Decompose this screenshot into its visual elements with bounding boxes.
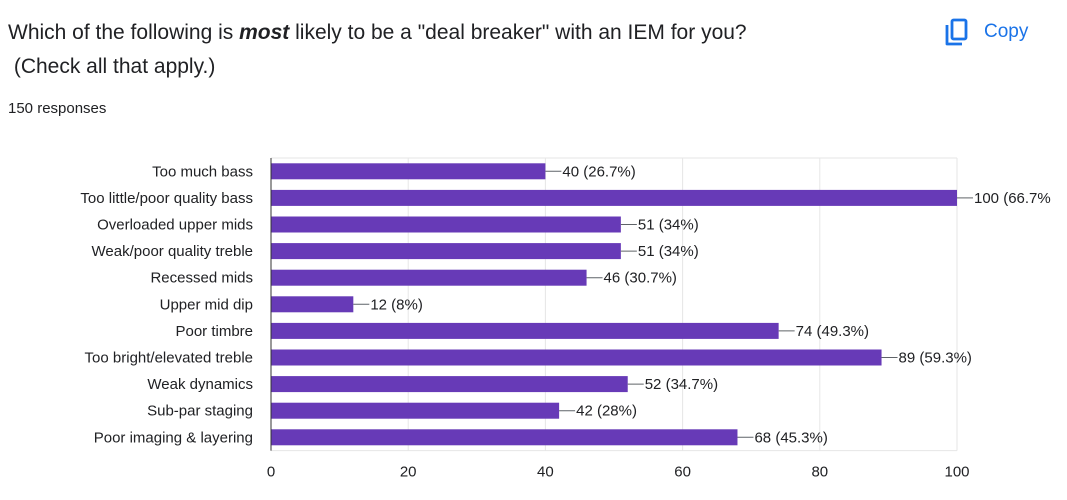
data-label: 89 (59.3%) [899,350,972,367]
x-tick-label: 60 [674,464,691,481]
category-label: Too bright/elevated treble [85,350,253,367]
data-label: 40 (26.7%) [562,163,635,180]
x-tick-label: 100 [944,464,969,481]
x-tick-label: 0 [267,464,275,481]
question-text-start: Which of the following is [8,21,240,44]
bar [271,296,354,313]
bar [271,269,587,286]
bar [271,216,621,233]
copy-button-label: Copy [984,21,1029,42]
question-line-1: Which of the following is most likely to… [8,16,908,50]
data-label: 12 (8%) [370,296,423,313]
data-label: 68 (45.3%) [754,429,827,446]
category-label: Too much bass [152,163,253,180]
question-text-end: likely to be a "deal breaker" with an IE… [289,21,747,44]
question-emphasis: most [239,21,290,44]
data-label: 51 (34%) [638,243,699,260]
bar [271,243,621,260]
category-label: Too little/poor quality bass [80,190,253,207]
copy-icon [942,17,972,47]
category-label: Upper mid dip [160,296,253,313]
category-label: Poor imaging & layering [94,429,253,446]
response-count: 150 responses [8,100,107,117]
category-label: Overloaded upper mids [97,217,253,234]
category-label: Poor timbre [175,323,253,340]
data-label: 100 (66.7% [974,190,1051,207]
bar [271,429,738,446]
data-label: 74 (49.3%) [796,323,869,340]
question-line-2: (Check all that apply.) [8,55,216,78]
question-title: Which of the following is most likely to… [8,16,908,84]
bar [271,322,779,339]
data-label: 42 (28%) [576,403,637,420]
x-tick-label: 20 [400,464,417,481]
category-label: Sub-par staging [147,403,253,420]
bar [271,189,957,206]
bar [271,163,546,180]
data-label: 46 (30.7%) [604,270,677,287]
copy-button[interactable]: Copy [942,14,1028,50]
x-tick-label: 40 [537,464,554,481]
x-tick-label: 80 [811,464,828,481]
bar [271,376,628,393]
category-label: Weak/poor quality treble [92,243,253,260]
bar [271,402,560,419]
category-label: Recessed mids [150,270,253,287]
bar [271,349,882,366]
category-label: Weak dynamics [147,376,253,393]
data-label: 51 (34%) [638,217,699,234]
data-label: 52 (34.7%) [645,376,718,393]
